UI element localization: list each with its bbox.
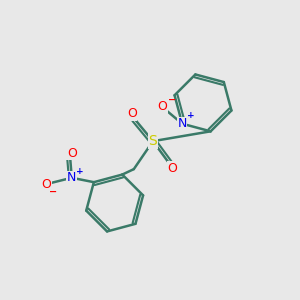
Text: O: O [127, 107, 137, 120]
Text: O: O [67, 146, 77, 160]
Text: +: + [76, 167, 84, 176]
Text: N: N [67, 171, 76, 184]
Text: −: − [50, 187, 58, 197]
Text: O: O [167, 162, 177, 175]
Text: +: + [187, 111, 194, 120]
Text: N: N [178, 117, 187, 130]
Text: O: O [158, 100, 167, 113]
Text: O: O [41, 178, 51, 191]
Text: −: − [168, 95, 176, 105]
Text: S: S [148, 134, 157, 148]
